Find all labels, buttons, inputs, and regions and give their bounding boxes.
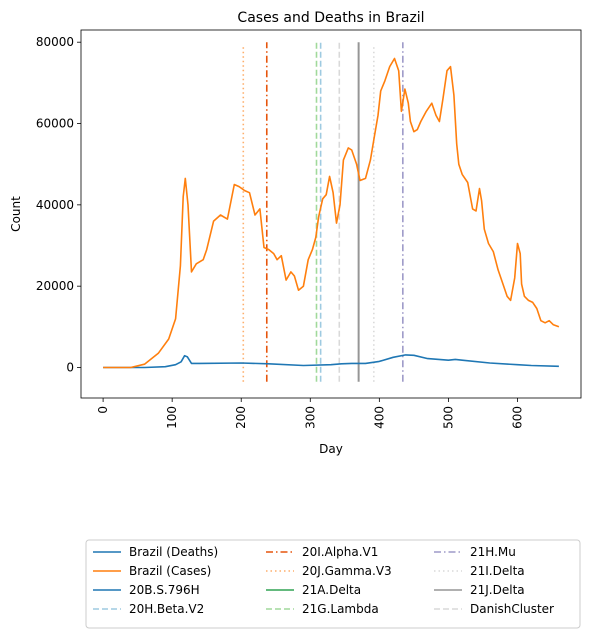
legend-label: 21J.Delta <box>470 583 525 597</box>
x-axis-label: Day <box>319 442 343 456</box>
y-tick-label: 40000 <box>36 198 74 212</box>
y-tick-label: 80000 <box>36 35 74 49</box>
series-line-brazil-deaths <box>103 354 559 369</box>
legend-label: 20B.S.796H <box>129 583 200 597</box>
legend-label: 21A.Delta <box>302 583 361 597</box>
x-tick-label: 600 <box>510 406 524 429</box>
series-lines <box>103 57 560 369</box>
y-tick-label: 0 <box>66 361 74 375</box>
legend-label: Brazil (Cases) <box>129 564 211 578</box>
legend-item-20i-alpha-v1: 20I.Alpha.V1 <box>266 545 378 559</box>
legend-label: 21H.Mu <box>470 545 516 559</box>
series-line-brazil-cases <box>103 57 560 369</box>
legend-item-danishcluster: DanishCluster <box>434 602 554 616</box>
legend-item-21g-lambda: 21G.Lambda <box>266 602 379 616</box>
y-axis: 0 20000 40000 60000 80000 <box>36 35 81 375</box>
legend-label: 21I.Delta <box>470 564 525 578</box>
legend-item-20j-gamma-v3: 20J.Gamma.V3 <box>266 564 392 578</box>
x-tick-label: 0 <box>96 406 110 414</box>
y-axis-label: Count <box>9 196 23 232</box>
legend-label: DanishCluster <box>470 602 554 616</box>
legend-item-21h-mu: 21H.Mu <box>434 545 516 559</box>
legend-frame <box>85 539 581 629</box>
legend-item-21i-delta: 21I.Delta <box>434 564 525 578</box>
legend-item-brazil-cases: Brazil (Cases) <box>93 564 211 578</box>
legend-item-21j-delta: 21J.Delta <box>434 583 525 597</box>
legend-label: 20I.Alpha.V1 <box>302 545 378 559</box>
legend-item-brazil-deaths: Brazil (Deaths) <box>93 545 218 559</box>
legend-item-20b-s-796h: 20B.S.796H <box>93 583 200 597</box>
x-tick-label: 500 <box>441 406 455 429</box>
legend-label: Brazil (Deaths) <box>129 545 218 559</box>
legend-label: 20H.Beta.V2 <box>129 602 204 616</box>
legend: Brazil (Deaths) Brazil (Cases) 20B.S.796H 2… <box>85 539 581 629</box>
legend-label: 21G.Lambda <box>302 602 379 616</box>
x-axis: 0 100 200 300 400 500 600 <box>96 398 524 429</box>
y-tick-label: 60000 <box>36 117 74 131</box>
variant-lines <box>242 42 404 382</box>
y-tick-label: 20000 <box>36 279 74 293</box>
x-tick-label: 300 <box>303 406 317 429</box>
legend-item-21a-delta: 21A.Delta <box>266 583 361 597</box>
x-tick-label: 400 <box>372 406 386 429</box>
plot-frame <box>80 29 582 399</box>
plot-area <box>103 42 560 382</box>
x-tick-label: 200 <box>234 406 248 429</box>
legend-item-20h-beta-v2: 20H.Beta.V2 <box>93 602 204 616</box>
chart-title: Cases and Deaths in Brazil <box>237 10 424 26</box>
x-tick-label: 100 <box>165 406 179 429</box>
legend-label: 20J.Gamma.V3 <box>302 564 392 578</box>
